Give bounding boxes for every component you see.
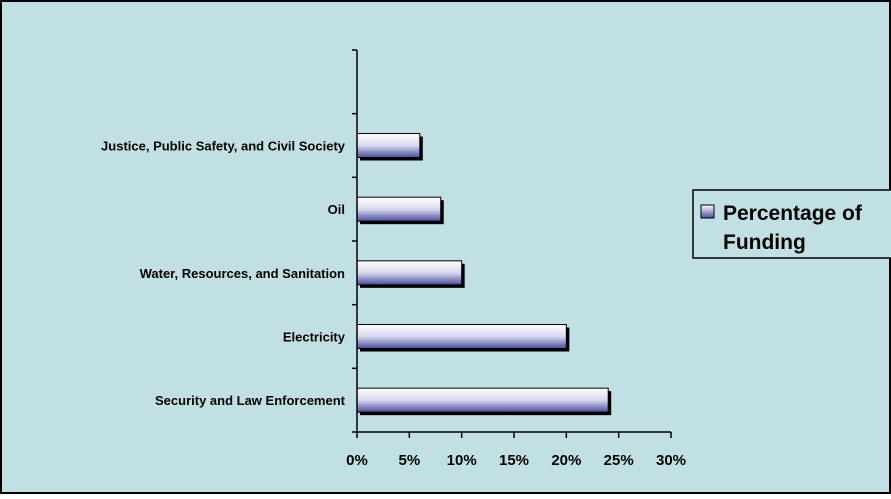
x-tick-label: 25% bbox=[604, 452, 634, 469]
y-tick-label: Justice, Public Safety, and Civil Societ… bbox=[101, 139, 346, 154]
legend: Percentage of Funding bbox=[692, 189, 891, 259]
bar bbox=[356, 260, 463, 286]
x-tick-label: 10% bbox=[447, 452, 477, 469]
y-tick-label: Water, Resources, and Sanitation bbox=[140, 266, 345, 281]
y-tick-label: Oil bbox=[328, 202, 345, 217]
legend-box bbox=[692, 189, 891, 259]
bar bbox=[356, 387, 609, 413]
y-tick-label: Electricity bbox=[283, 330, 346, 345]
bar bbox=[356, 324, 567, 349]
x-tick-label: 0% bbox=[346, 452, 368, 469]
legend-swatch bbox=[700, 204, 715, 219]
x-tick-label: 15% bbox=[499, 452, 529, 469]
plot-area: Security and Law Enforcement Electricity W… bbox=[101, 49, 686, 469]
legend-label-line-1: Percentage of bbox=[723, 202, 863, 225]
bar bbox=[356, 133, 421, 158]
bar bbox=[356, 196, 442, 222]
x-tick-label: 30% bbox=[656, 452, 686, 469]
y-tick-label: Security and Law Enforcement bbox=[155, 393, 346, 408]
x-tick-label: 20% bbox=[551, 452, 581, 469]
x-tick-label: 5% bbox=[398, 452, 420, 469]
legend-label-line-2: Funding bbox=[723, 231, 806, 254]
